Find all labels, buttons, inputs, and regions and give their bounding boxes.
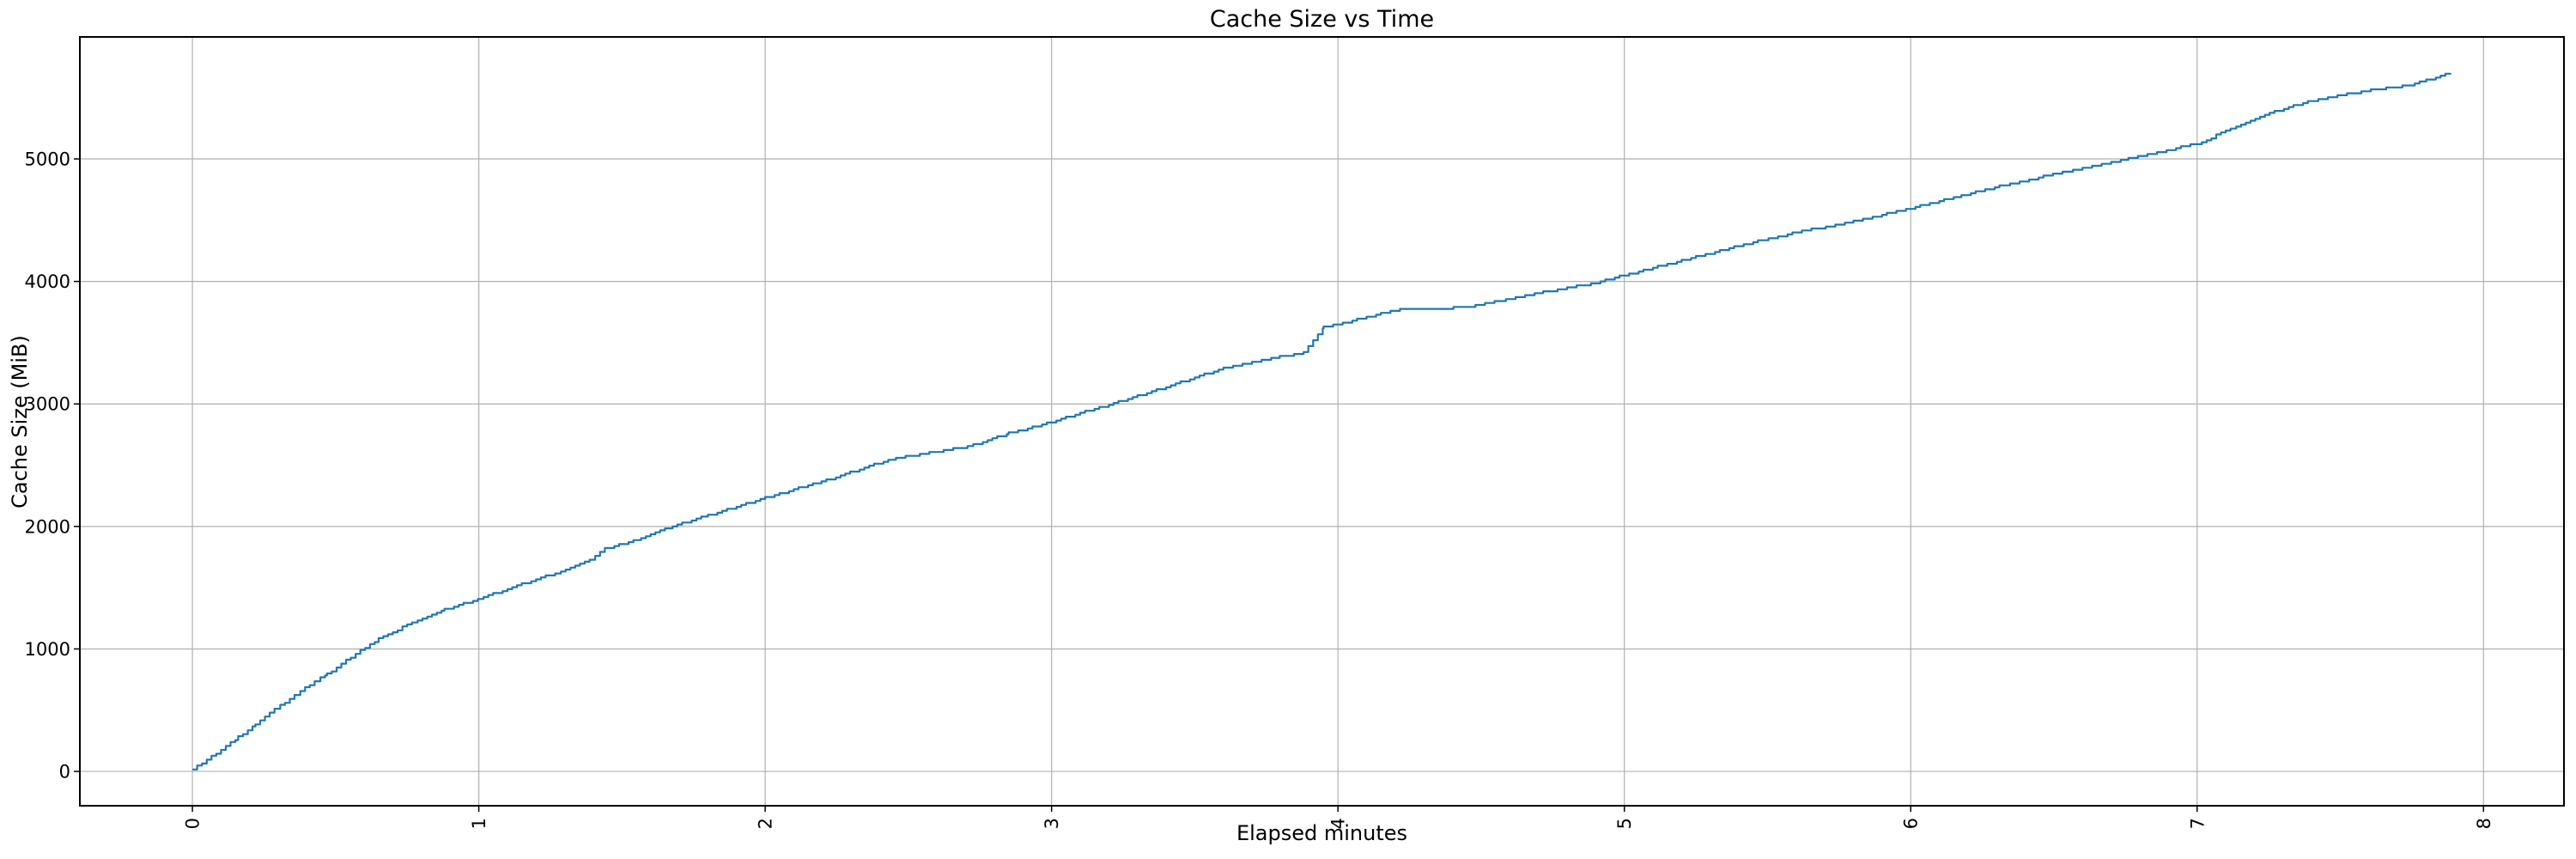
- x-axis-label: Elapsed minutes: [1236, 821, 1408, 845]
- x-tick-label: 8: [2474, 818, 2494, 829]
- x-tick-label: 3: [1042, 818, 1062, 829]
- y-axis-label-box: Cache Size (MiB): [0, 37, 39, 806]
- series-line-cache-size: [192, 72, 2451, 771]
- y-tick-label: 3000: [25, 394, 70, 415]
- y-tick-label: 1000: [25, 639, 70, 660]
- chart-title: Cache Size vs Time: [1209, 6, 1435, 33]
- x-tick-label: 1: [469, 818, 489, 829]
- y-tick-label: 5000: [25, 149, 70, 170]
- x-tick-label: 6: [1901, 818, 1922, 829]
- y-tick-label: 2000: [25, 516, 70, 537]
- y-tick-label: 4000: [25, 271, 70, 292]
- y-axis-label: Cache Size (MiB): [8, 334, 33, 509]
- x-tick-label: 0: [183, 818, 204, 829]
- x-tick-label: 2: [756, 818, 776, 829]
- x-tick-label: 7: [2187, 818, 2208, 829]
- plot-border: [79, 36, 2565, 807]
- x-tick-label: 4: [1328, 818, 1349, 829]
- x-tick-label: 5: [1614, 818, 1635, 829]
- y-tick-label: 0: [59, 762, 70, 783]
